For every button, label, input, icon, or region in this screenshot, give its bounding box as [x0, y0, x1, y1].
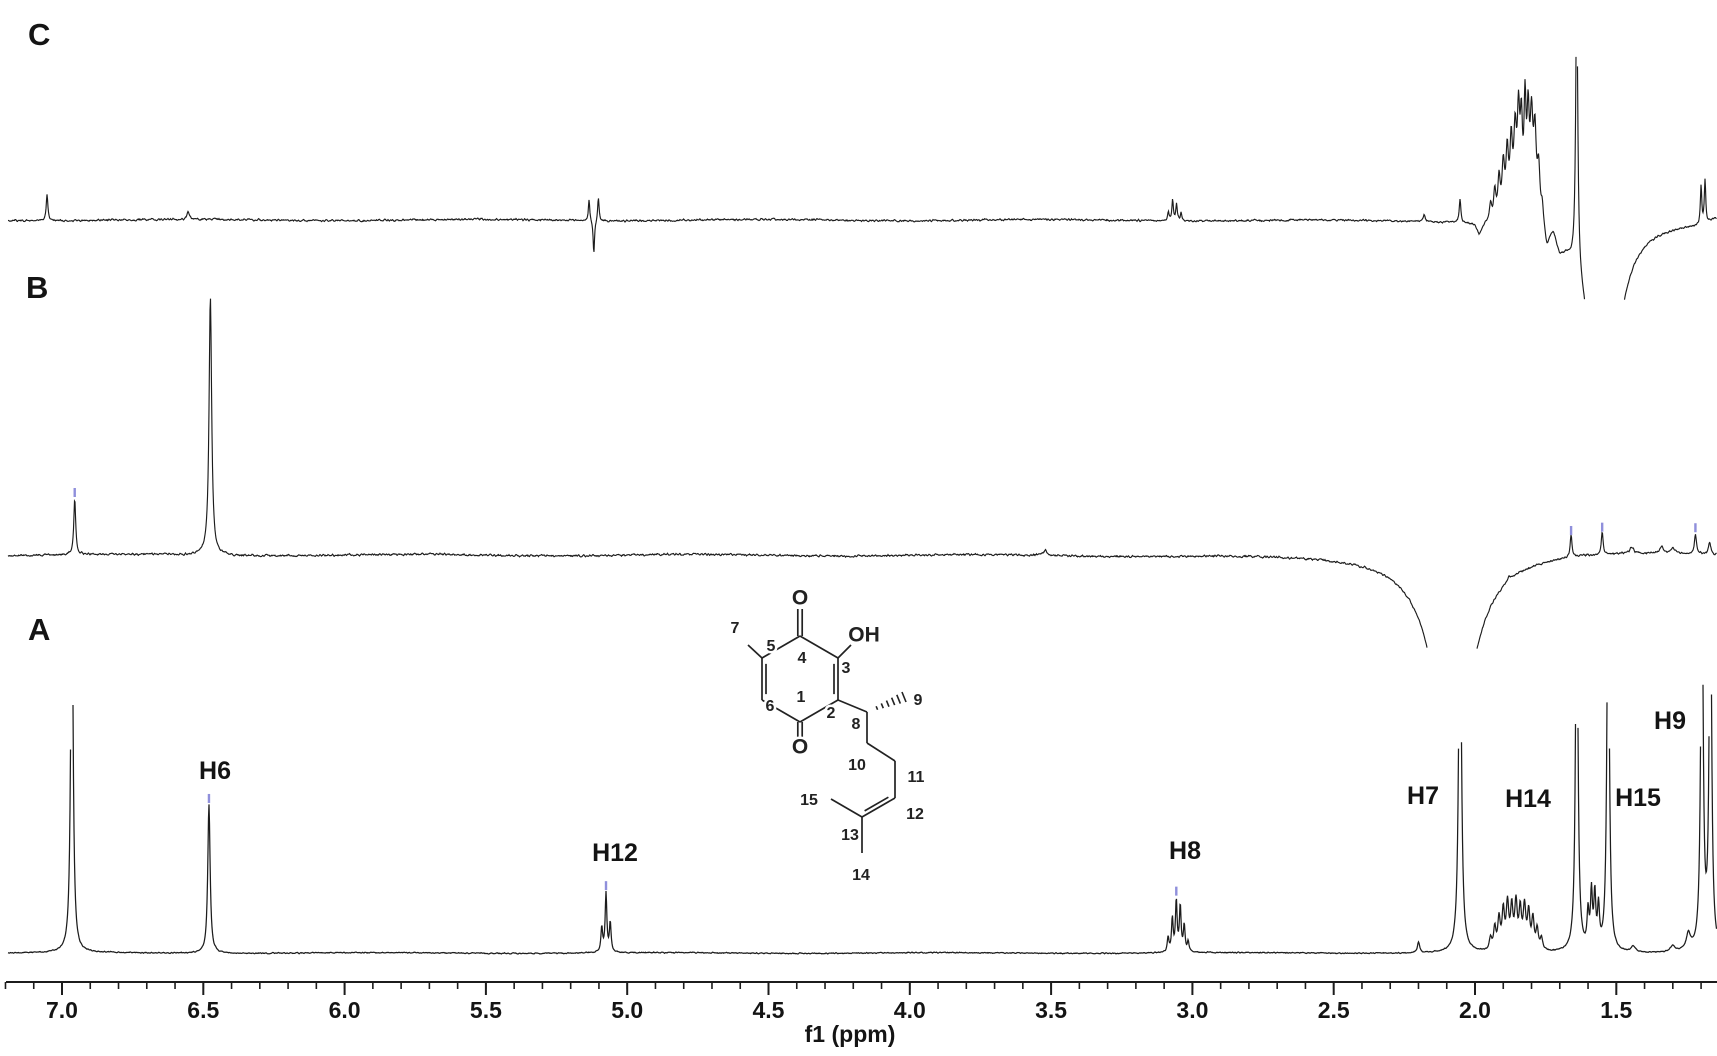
atom-label-7: 7	[731, 620, 740, 637]
axis-tick-label: 2.0	[1459, 997, 1491, 1023]
ppm-axis: 7.0 6.5 6.0 5.5 5.0 4.5 4.0 3.5 3.0 2.5 2.0 1.5	[4, 981, 1717, 1023]
atom-label-14: 14	[852, 867, 870, 884]
axis-tick-label: 3.5	[1035, 997, 1067, 1023]
atom-label-10: 10	[848, 757, 866, 774]
atom-label-halo: 3	[842, 660, 851, 677]
axis-tick-label: 6.5	[187, 997, 219, 1023]
stereo-hash-bond	[885, 700, 890, 707]
atom-label-halo: 7	[731, 620, 740, 637]
atom-label-halo: 1	[797, 689, 806, 706]
nmr-trace-C	[7, 56, 1717, 300]
axis-tick-label: 5.0	[611, 997, 643, 1023]
peak-and-panel-labels: C B A H6 H12 H8 H7 H14 H15 H9	[26, 17, 1686, 867]
atom-label-6: 6	[766, 698, 775, 715]
axis-tick-label: 7.0	[46, 997, 78, 1023]
atom-label-halo: OH	[848, 624, 880, 647]
atom-label-halo: 10	[848, 757, 866, 774]
atom-label-11: 11	[908, 769, 925, 786]
axis-tick-label: 4.0	[894, 997, 926, 1023]
atom-label-halo: 13	[841, 827, 859, 844]
stereo-hash-bond	[890, 697, 896, 706]
x-axis-label: f1 (ppm)	[805, 1021, 896, 1047]
assignment-label-H9: H9	[1654, 707, 1686, 735]
axis-tick-label: 4.5	[753, 997, 785, 1023]
axis-tick-label: 3.0	[1176, 997, 1208, 1023]
atom-label-15: 15	[800, 792, 818, 809]
atom-label-halo: 4	[798, 650, 807, 667]
atom-label-halo: 14	[852, 867, 870, 884]
atom-label-halo: 2	[827, 705, 836, 722]
atom-label-3: 3	[842, 660, 851, 677]
atom-label-halo: 12	[906, 806, 924, 823]
spectrum-traces	[7, 56, 1717, 955]
panel-label-C: C	[28, 17, 50, 52]
atom-label-halo: 11	[908, 769, 925, 786]
atom-label-halo: 6	[766, 698, 775, 715]
atom-label-halo: O	[792, 587, 808, 610]
assignment-label-H8: H8	[1169, 837, 1201, 865]
molecule-structure: OOOHOHOO77554433661122889910101111121213…	[728, 584, 927, 887]
panel-label-A: A	[28, 612, 50, 647]
assignment-label-H12: H12	[592, 839, 638, 867]
assignment-label-H15: H15	[1615, 784, 1661, 812]
axis-tick-label: 1.5	[1600, 997, 1632, 1023]
axis-tick-label: 5.5	[470, 997, 502, 1023]
peak-markers	[73, 487, 1697, 896]
assignment-label-H14: H14	[1505, 785, 1551, 813]
atom-label-2: 2	[827, 705, 836, 722]
atom-label-halo: O	[792, 736, 808, 759]
nmr-trace-B	[7, 298, 1717, 649]
panel-label-B: B	[26, 270, 48, 305]
axis-tick-label: 6.0	[329, 997, 361, 1023]
stereo-hash-bond	[901, 691, 907, 703]
stereo-hash-bond	[896, 694, 902, 704]
nmr-trace-A	[7, 684, 1717, 955]
atom-label-halo: 8	[852, 716, 861, 733]
atom-label-4: 4	[798, 650, 807, 667]
axis-tick-label: 2.5	[1318, 997, 1350, 1023]
atom-label-OH: OH	[848, 624, 880, 647]
atom-label-halo: 5	[767, 638, 776, 655]
atom-label-halo: 9	[914, 692, 923, 709]
atom-label-5: 5	[767, 638, 776, 655]
atom-label-12: 12	[906, 806, 924, 823]
stereo-hash-bond	[880, 703, 885, 709]
atom-label-O: O	[792, 736, 808, 759]
atom-label-halo: 15	[800, 792, 818, 809]
atom-label-1: 1	[797, 689, 806, 706]
stereo-hash-bond	[875, 705, 879, 711]
atom-label-13: 13	[841, 827, 859, 844]
atom-label-O: O	[792, 587, 808, 610]
atom-label-8: 8	[852, 716, 861, 733]
assignment-label-H6: H6	[199, 757, 231, 785]
atom-label-9: 9	[914, 692, 923, 709]
assignment-label-H7: H7	[1407, 782, 1439, 810]
